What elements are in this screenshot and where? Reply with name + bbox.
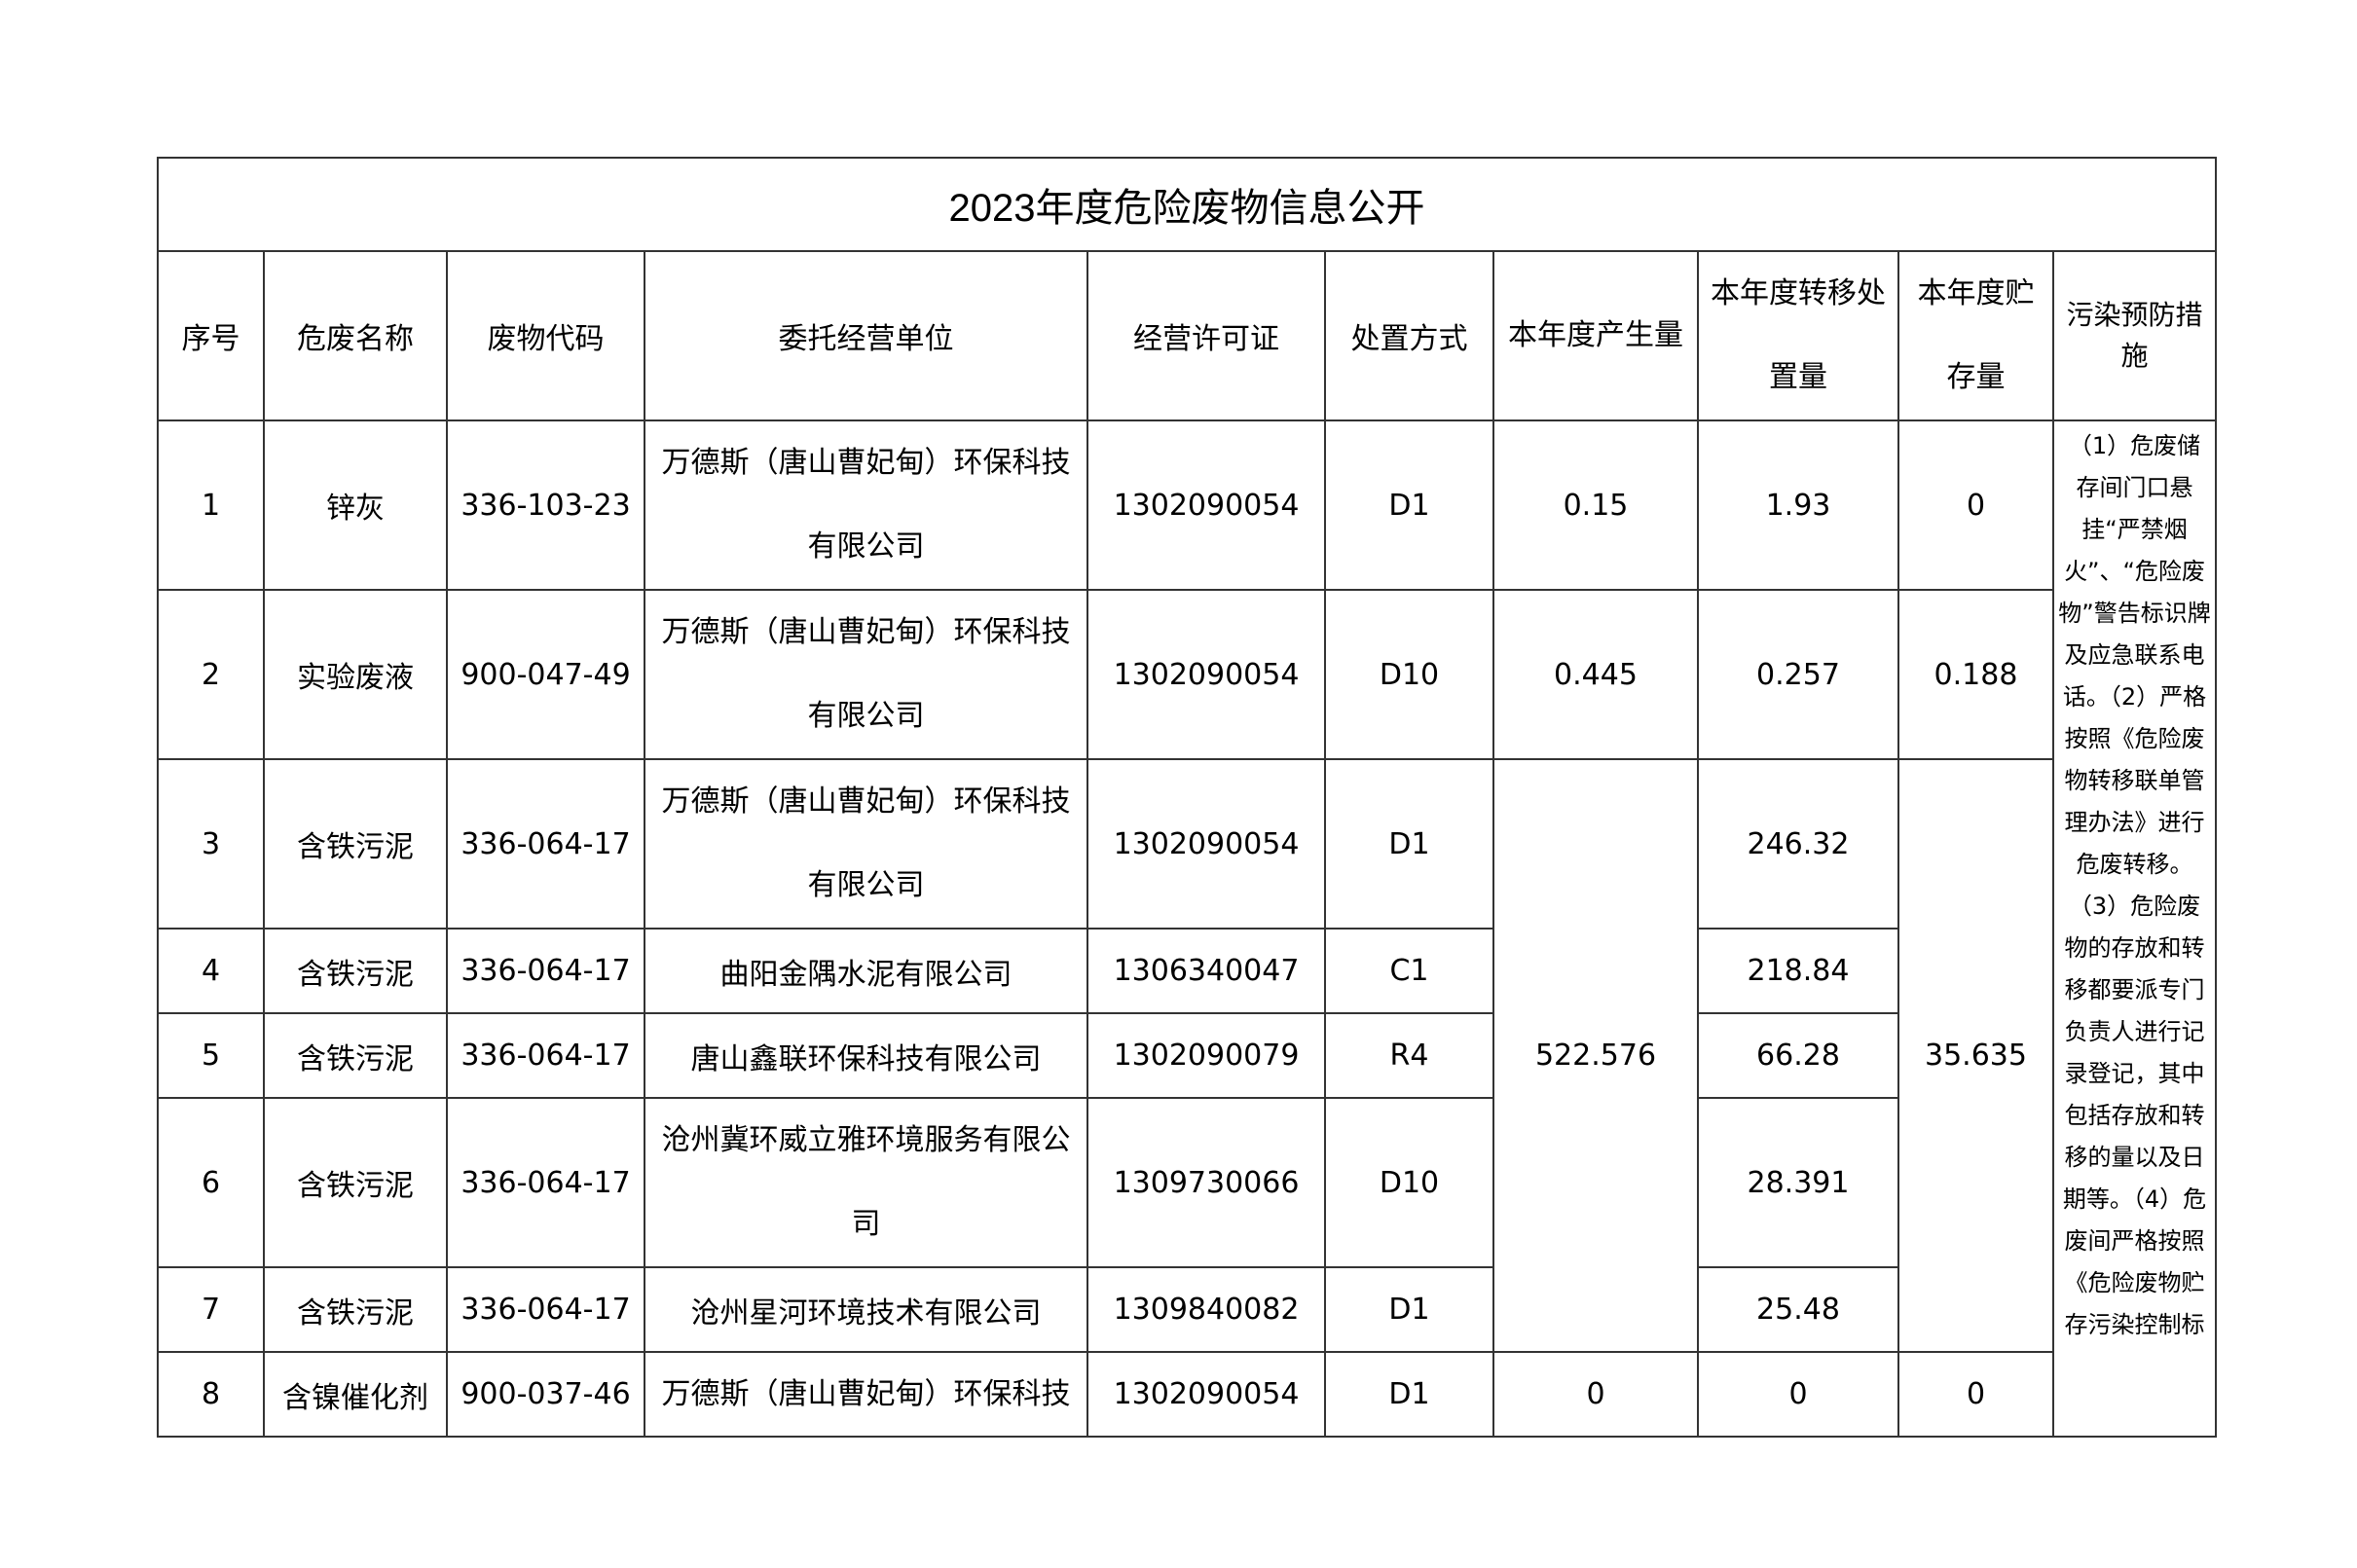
- cell-method: C1: [1324, 928, 1494, 1014]
- cell-unit: 沧州冀环威立雅环境服务有限公司: [644, 1097, 1088, 1268]
- cell-unit: 沧州星河环境技术有限公司: [644, 1266, 1088, 1353]
- cell-transferred: 1.93: [1697, 419, 1899, 591]
- cell-unit: 万德斯（唐山曹妃甸）环保科技有限公司: [644, 589, 1088, 760]
- cell-method: R4: [1324, 1012, 1494, 1099]
- header-transferred: 本年度转移处置量: [1697, 250, 1899, 421]
- cell-method: D1: [1324, 1266, 1494, 1353]
- header-notes: 污染预防措施: [2051, 250, 2218, 421]
- hazardous-waste-table: 2023年度危险废物信息公开 序号 危废名称 废物代码 委托经营单位 经营许可证…: [156, 157, 2218, 1438]
- cell-code: 336-064-17: [446, 1012, 645, 1099]
- cell-name: 含铁污泥: [263, 758, 448, 930]
- cell-no: 6: [157, 1097, 265, 1268]
- table-row: 8 含镍催化剂 900-037-46 万德斯（唐山曹妃甸）环保科技 130209…: [157, 1351, 2216, 1438]
- cell-code: 900-047-49: [446, 589, 645, 760]
- cell-name: 锌灰: [263, 419, 448, 591]
- cell-code: 336-064-17: [446, 928, 645, 1014]
- cell-unit: 唐山鑫联环保科技有限公司: [644, 1012, 1088, 1099]
- cell-method: D1: [1324, 758, 1494, 930]
- cell-stored-merged: 35.635: [1897, 758, 2054, 1353]
- cell-transferred: 66.28: [1697, 1012, 1899, 1099]
- header-code: 废物代码: [446, 250, 645, 421]
- cell-code: 336-064-17: [446, 1097, 645, 1268]
- cell-produced: 0.445: [1492, 589, 1699, 760]
- header-no: 序号: [157, 250, 265, 421]
- header-unit: 委托经营单位: [644, 250, 1088, 421]
- table-row: 1 锌灰 336-103-23 万德斯（唐山曹妃甸）环保科技有限公司 13020…: [157, 419, 2218, 1438]
- cell-code: 336-103-23: [446, 419, 645, 591]
- table-row: 2 实验废液 900-047-49 万德斯（唐山曹妃甸）环保科技有限公司 130…: [157, 589, 2216, 760]
- cell-transferred: 25.48: [1697, 1266, 1899, 1353]
- header-produced: 本年度产生量: [1492, 250, 1699, 421]
- cell-unit: 曲阳金隅水泥有限公司: [644, 928, 1088, 1014]
- table-title: 2023年度危险废物信息公开: [156, 157, 2218, 252]
- cell-stored: 0: [1897, 1351, 2054, 1438]
- cell-notes: （1）危废储存间门口悬挂“严禁烟火”、“危险废物”警告标识牌及应急联系电话。（2…: [2051, 419, 2218, 1438]
- cell-method: D10: [1324, 1097, 1494, 1268]
- cell-name: 实验废液: [263, 589, 448, 760]
- cell-name: 含镍催化剂: [263, 1351, 448, 1438]
- cell-produced: 0.15: [1492, 419, 1699, 591]
- cell-method: D1: [1324, 419, 1494, 591]
- cell-unit: 万德斯（唐山曹妃甸）环保科技有限公司: [644, 419, 1088, 591]
- notes-text: （1）危废储存间门口悬挂“严禁烟火”、“危险废物”警告标识牌及应急联系电话。（2…: [2058, 432, 2211, 1338]
- header-stored: 本年度贮存量: [1897, 250, 2054, 421]
- cell-license: 1302090054: [1086, 758, 1326, 930]
- cell-no: 2: [157, 589, 265, 760]
- cell-name: 含铁污泥: [263, 1012, 448, 1099]
- table-row: 7 含铁污泥 336-064-17 沧州星河环境技术有限公司 130984008…: [157, 1266, 2216, 1353]
- cell-no: 5: [157, 1012, 265, 1099]
- cell-unit: 万德斯（唐山曹妃甸）环保科技有限公司: [644, 758, 1088, 930]
- cell-license: 1302090079: [1086, 1012, 1326, 1099]
- cell-license: 1309840082: [1086, 1266, 1326, 1353]
- cell-code: 336-064-17: [446, 1266, 645, 1353]
- cell-no: 4: [157, 928, 265, 1014]
- cell-method: D10: [1324, 589, 1494, 760]
- cell-unit-text: 万德斯（唐山曹妃甸）环保科技: [661, 1377, 1071, 1411]
- cell-license: 1309730066: [1086, 1097, 1326, 1268]
- cell-produced: 0: [1492, 1351, 1699, 1438]
- cell-no: 1: [157, 419, 265, 591]
- cell-name: 含铁污泥: [263, 1097, 448, 1268]
- cell-no: 7: [157, 1266, 265, 1353]
- header-license: 经营许可证: [1086, 250, 1326, 421]
- table-row: 4 含铁污泥 336-064-17 曲阳金隅水泥有限公司 1306340047 …: [157, 928, 2216, 1014]
- cell-code: 900-037-46: [446, 1351, 645, 1438]
- table-row: 3 含铁污泥 336-064-17 万德斯（唐山曹妃甸）环保科技有限公司 130…: [157, 758, 2216, 1353]
- cell-stored: 0: [1897, 419, 2054, 591]
- cell-transferred: 0: [1697, 1351, 1899, 1438]
- cell-stored: 0.188: [1897, 589, 2054, 760]
- cell-no: 3: [157, 758, 265, 930]
- cell-code: 336-064-17: [446, 758, 645, 930]
- cell-license: 1302090054: [1086, 589, 1326, 760]
- table-row: 5 含铁污泥 336-064-17 唐山鑫联环保科技有限公司 130209007…: [157, 1012, 2216, 1099]
- table-row: 6 含铁污泥 336-064-17 沧州冀环威立雅环境服务有限公司 130973…: [157, 1097, 2216, 1268]
- cell-transferred: 246.32: [1697, 758, 1899, 930]
- header-row: 序号 危废名称 废物代码 委托经营单位 经营许可证 处置方式 本年度产生量 本年…: [157, 250, 2218, 421]
- cell-no: 8: [157, 1351, 265, 1438]
- cell-produced-merged: 522.576: [1492, 758, 1699, 1353]
- cell-license: 1302090054: [1086, 419, 1326, 591]
- cell-license: 1302090054: [1086, 1351, 1326, 1438]
- cell-method: D1: [1324, 1351, 1494, 1438]
- cell-transferred: 218.84: [1697, 928, 1899, 1014]
- cell-transferred: 0.257: [1697, 589, 1899, 760]
- cell-license: 1306340047: [1086, 928, 1326, 1014]
- header-name: 危废名称: [263, 250, 448, 421]
- header-method: 处置方式: [1324, 250, 1494, 421]
- cell-unit: 万德斯（唐山曹妃甸）环保科技: [644, 1351, 1088, 1438]
- cell-name: 含铁污泥: [263, 1266, 448, 1353]
- cell-name: 含铁污泥: [263, 928, 448, 1014]
- cell-transferred: 28.391: [1697, 1097, 1899, 1268]
